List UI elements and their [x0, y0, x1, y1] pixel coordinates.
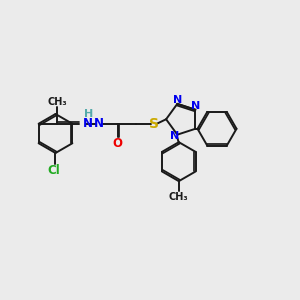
Text: O: O — [113, 137, 123, 150]
Text: CH₃: CH₃ — [47, 97, 67, 107]
Text: N: N — [94, 117, 104, 130]
Text: N: N — [83, 117, 93, 130]
Text: H: H — [84, 109, 93, 119]
Text: N: N — [191, 101, 200, 111]
Text: Cl: Cl — [48, 164, 60, 177]
Text: N: N — [173, 95, 182, 105]
Text: S: S — [149, 117, 159, 131]
Text: CH₃: CH₃ — [169, 192, 189, 202]
Text: N: N — [170, 131, 179, 141]
